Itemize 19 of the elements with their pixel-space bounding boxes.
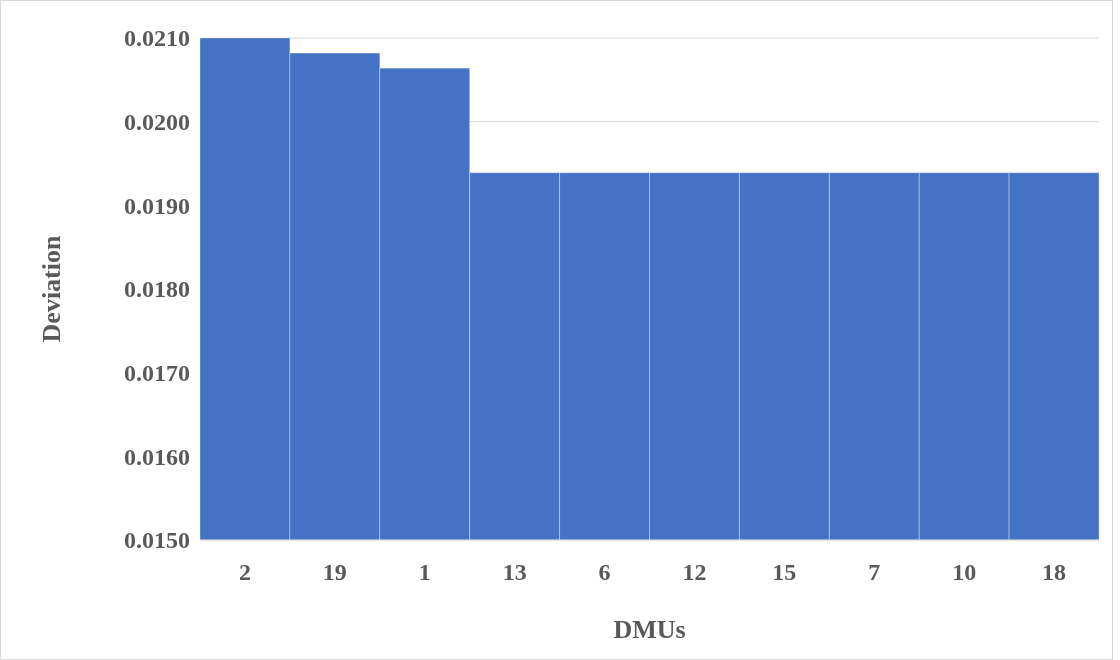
y-tick-label: 0.0170 (124, 360, 190, 387)
y-axis-title: Deviation (37, 235, 66, 343)
x-tick-label: 18 (1042, 559, 1067, 585)
x-axis-title: DMUs (613, 615, 686, 644)
y-tick-label: 0.0210 (124, 25, 190, 52)
y-tick-label: 0.0190 (124, 192, 190, 219)
y-tick-label: 0.0200 (124, 109, 190, 136)
x-tick-label: 1 (418, 559, 431, 585)
x-tick-label: 2 (238, 559, 251, 585)
y-tick-label: 0.0160 (124, 443, 190, 470)
x-tick-label: 7 (868, 559, 881, 585)
x-tick-label: 19 (322, 559, 347, 585)
y-tick-label: 0.0150 (124, 527, 190, 554)
x-tick-label: 15 (772, 559, 797, 585)
y-tick-label: 0.0180 (124, 276, 190, 303)
x-tick-label: 6 (598, 559, 611, 585)
x-tick-label: 13 (502, 559, 527, 585)
x-tick-label: 10 (952, 559, 977, 585)
x-tick-label: 12 (682, 559, 707, 585)
